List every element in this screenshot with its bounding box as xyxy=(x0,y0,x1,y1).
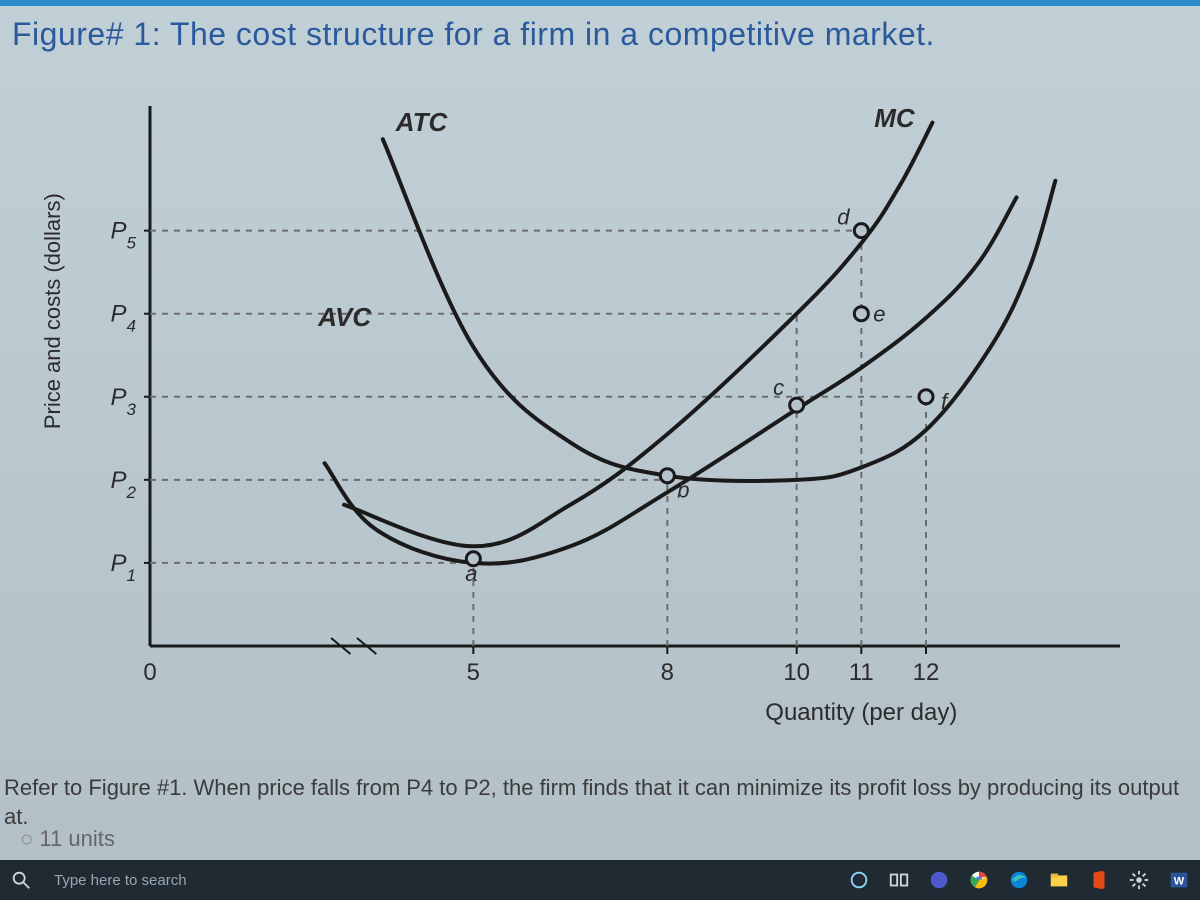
viewport: Figure# 1: The cost structure for a firm… xyxy=(0,0,1200,900)
teams-icon[interactable] xyxy=(926,867,952,893)
svg-text:ATC: ATC xyxy=(395,107,449,137)
settings-icon[interactable] xyxy=(1126,867,1152,893)
point-b xyxy=(660,469,674,483)
atc-curve xyxy=(383,139,1056,481)
svg-text:5: 5 xyxy=(467,659,480,686)
svg-text:P4: P4 xyxy=(111,301,136,336)
word-icon[interactable]: W xyxy=(1166,867,1192,893)
svg-text:10: 10 xyxy=(783,659,810,686)
svg-text:0: 0 xyxy=(143,659,156,686)
chart-svg: ATC AVC MC P1 P2 P3 P4 P5 0 5 8 10 11 12 Quantity (per… xyxy=(30,86,1170,746)
svg-text:f: f xyxy=(941,389,950,414)
taskbar: Type here to search W xyxy=(0,860,1200,900)
svg-text:b: b xyxy=(677,478,689,503)
svg-text:11: 11 xyxy=(849,659,874,686)
svg-text:P3: P3 xyxy=(111,384,137,419)
svg-text:12: 12 xyxy=(913,659,940,686)
mc-curve xyxy=(344,123,932,547)
svg-text:P1: P1 xyxy=(111,550,136,585)
question-text: Refer to Figure #1. When price falls fro… xyxy=(4,774,1184,831)
svg-text:d: d xyxy=(837,205,850,230)
search-placeholder[interactable]: Type here to search xyxy=(54,872,187,889)
point-f xyxy=(919,390,933,404)
svg-text:a: a xyxy=(465,561,477,586)
file-explorer-icon[interactable] xyxy=(1046,867,1072,893)
svg-text:AVC: AVC xyxy=(317,302,372,332)
svg-text:Quantity (per day): Quantity (per day) xyxy=(765,699,957,726)
chrome-icon[interactable] xyxy=(966,867,992,893)
search-icon[interactable] xyxy=(8,867,34,893)
answer-option-11-units[interactable]: 11 units xyxy=(20,826,115,852)
svg-text:e: e xyxy=(873,302,885,327)
svg-text:MC: MC xyxy=(874,103,916,133)
svg-text:c: c xyxy=(773,375,784,400)
point-e xyxy=(854,307,868,321)
cost-curve-chart: ATC AVC MC P1 P2 P3 P4 P5 0 5 8 10 11 12 Quantity (per… xyxy=(30,86,1170,746)
svg-text:8: 8 xyxy=(661,659,674,686)
svg-text:P5: P5 xyxy=(111,218,137,253)
svg-text:P2: P2 xyxy=(111,467,137,502)
svg-text:W: W xyxy=(1174,876,1185,888)
svg-text:Price and costs (dollars): Price and costs (dollars) xyxy=(40,193,65,429)
point-c xyxy=(790,398,804,412)
office-icon[interactable] xyxy=(1086,867,1112,893)
point-d xyxy=(854,224,868,238)
task-view-icon[interactable] xyxy=(886,867,912,893)
edge-icon[interactable] xyxy=(1006,867,1032,893)
cortana-ring-icon[interactable] xyxy=(846,867,872,893)
figure-title: Figure# 1: The cost structure for a firm… xyxy=(12,16,935,53)
